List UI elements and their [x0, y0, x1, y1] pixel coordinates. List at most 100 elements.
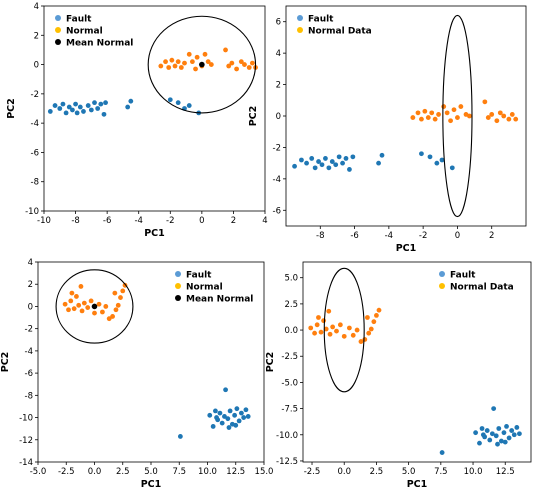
- legend-marker: [439, 271, 445, 277]
- normal-point: [316, 315, 321, 320]
- legend-label: Fault: [308, 15, 334, 25]
- fault-point: [222, 414, 227, 419]
- normal-point: [334, 328, 339, 334]
- fault-point: [167, 97, 173, 103]
- fault-point: [74, 110, 80, 116]
- normal-point: [238, 59, 244, 65]
- normal-point: [193, 66, 198, 72]
- normal-point: [429, 110, 435, 116]
- scatter-panel-top-left: -10 -8 -6 -4 -2 0 2 4 -10 -8 -6 -4 -2 0 2 4 PC1 PC2 Fault N…: [6, 2, 268, 239]
- normal-point: [371, 319, 377, 325]
- legend-marker: [55, 15, 61, 21]
- normal-point: [158, 63, 164, 69]
- x-tick-label: 10.0: [464, 467, 483, 477]
- x-tick-label: 2: [489, 231, 494, 241]
- normal-point: [366, 330, 372, 336]
- normal-point: [341, 333, 347, 339]
- normal-point: [425, 115, 431, 120]
- y-tick-label: -10: [19, 414, 33, 424]
- x-tick-label: 7.5: [172, 467, 186, 477]
- legend-marker: [55, 39, 61, 45]
- normal-point: [410, 115, 416, 120]
- fault-point: [479, 426, 485, 431]
- fault-point: [379, 152, 385, 158]
- fault-point: [439, 157, 445, 163]
- y-tick-label: 4: [34, 2, 39, 12]
- y-tick-label: -6: [31, 148, 39, 158]
- x-axis-label: PC1: [407, 479, 428, 488]
- legend-label: Normal: [66, 27, 103, 37]
- x-tick-label: -2: [419, 231, 427, 241]
- fault-point: [336, 154, 342, 160]
- x-tick-label: 5.0: [144, 467, 158, 477]
- fault-point: [439, 450, 445, 455]
- fault-point: [473, 430, 479, 436]
- x-tick-label: -2: [166, 216, 174, 226]
- normal-point: [323, 326, 329, 332]
- fault-point: [333, 162, 339, 168]
- x-tick-label: -2.5: [304, 467, 321, 477]
- normal-point: [194, 54, 200, 60]
- fault-point: [511, 432, 517, 438]
- legend-label: Mean Normal: [186, 295, 253, 305]
- fault-point: [186, 103, 192, 108]
- x-tick-label: 2.5: [370, 467, 384, 477]
- scatter-panel-top-right: -8 -6 -4 -2 0 2 -6 -4 -2 0 2 4 6 PC1 PC2 Fault Normal Da…: [248, 5, 527, 254]
- legend-label: Normal: [186, 283, 223, 293]
- y-tick-label: 2: [276, 81, 281, 91]
- normal-point: [506, 116, 512, 122]
- x-axis-label: PC1: [141, 479, 162, 488]
- fault-point: [81, 109, 86, 114]
- fault-point: [103, 100, 108, 106]
- normal-point: [234, 66, 239, 72]
- fault-point: [245, 414, 251, 419]
- fault-point: [299, 157, 304, 163]
- normal-point: [501, 113, 507, 119]
- fault-point: [493, 433, 499, 439]
- normal-point: [451, 107, 457, 113]
- y-tick-label: 5.0: [284, 274, 298, 284]
- normal-point: [314, 322, 320, 328]
- normal-point: [444, 110, 450, 116]
- normal-point: [354, 327, 360, 333]
- x-axis-label: PC1: [144, 228, 165, 239]
- fault-point: [63, 110, 69, 116]
- fault-point: [419, 151, 424, 157]
- x-tick-label: 12.5: [226, 467, 245, 477]
- y-axis-label: PC2: [6, 98, 17, 119]
- fault-point: [92, 100, 97, 106]
- x-tick-label: 0.0: [88, 467, 102, 477]
- legend-label: Fault: [186, 271, 212, 281]
- y-tick-label: -8: [31, 178, 39, 188]
- mean-point: [91, 303, 98, 310]
- legend-label: Normal Data: [450, 283, 514, 293]
- x-tick-label: 0: [455, 231, 460, 241]
- x-tick-label: 7.5: [434, 467, 448, 477]
- normal-point: [88, 298, 94, 304]
- normal-point: [112, 290, 118, 296]
- normal-point: [182, 60, 187, 66]
- y-tick-label: -6: [273, 206, 281, 216]
- normal-point: [163, 59, 168, 65]
- normal-point: [326, 308, 332, 314]
- fault-point: [77, 104, 83, 110]
- x-tick-label: 2.5: [116, 467, 130, 477]
- y-tick-label: -2: [25, 325, 33, 335]
- x-tick-label: 15.0: [255, 467, 274, 477]
- fault-point: [217, 410, 223, 416]
- fault-point: [292, 163, 297, 169]
- y-tick-label: -4: [273, 175, 281, 185]
- normal-point: [415, 110, 421, 116]
- normal-point: [455, 115, 460, 120]
- y-tick-label: 0: [28, 302, 33, 312]
- fault-point: [329, 159, 335, 164]
- axes-frame: [285, 5, 527, 227]
- fault-point: [210, 424, 216, 429]
- normal-point: [96, 301, 102, 307]
- x-tick-label: 0: [199, 216, 204, 226]
- x-tick-label: 12.5: [496, 467, 515, 477]
- y-tick-label: 0: [276, 112, 281, 122]
- x-tick-label: -2.5: [58, 467, 75, 477]
- y-tick-label: 6: [276, 18, 281, 28]
- normal-point: [362, 337, 368, 342]
